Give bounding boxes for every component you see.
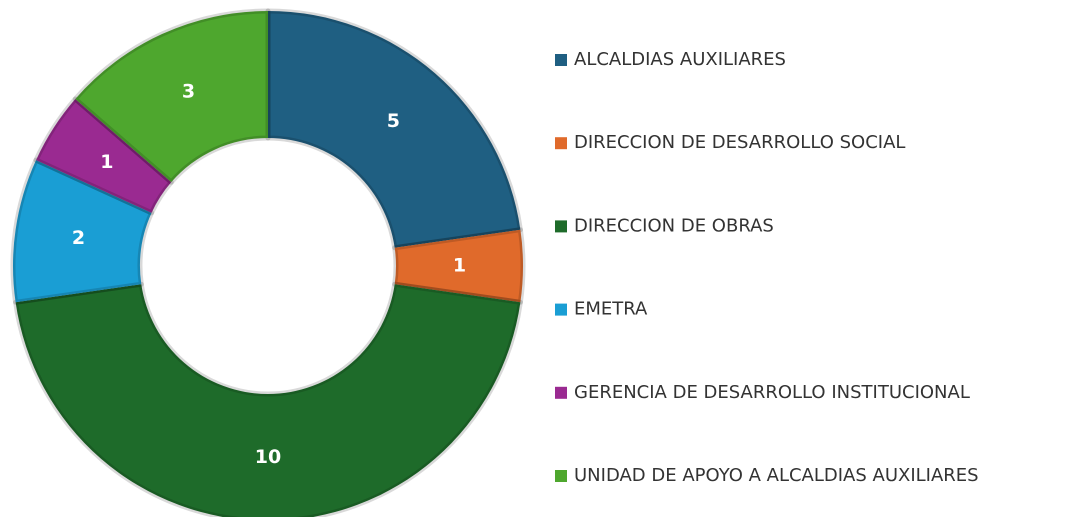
legend-swatch: [555, 220, 567, 233]
data-label: 5: [387, 110, 400, 132]
legend-label: DIRECCION DE DESARROLLO SOCIAL: [574, 132, 905, 153]
donut-segment: [265, 8, 523, 251]
data-label: 3: [182, 80, 195, 102]
legend-swatch: [555, 386, 567, 399]
data-label: 2: [72, 227, 85, 249]
donut-segment: [10, 157, 155, 305]
data-label: 10: [255, 446, 281, 468]
legend-label: UNIDAD DE APOYO A ALCALDIAS AUXILIARES: [574, 465, 979, 486]
donut-segment: [392, 227, 526, 305]
legend-label: EMETRA: [574, 299, 648, 320]
legend-swatch: [555, 470, 567, 482]
legend-label: ALCALDIAS AUXILIARES: [574, 49, 786, 70]
data-label: 1: [100, 151, 113, 173]
data-label: 1: [453, 255, 466, 277]
donut-segment: [72, 8, 271, 185]
legend-swatch: [555, 54, 567, 66]
legend-swatch: [555, 303, 567, 316]
legend-label: GERENCIA DE DESARROLLO INSTITUCIONAL: [574, 382, 970, 403]
legend-swatch: [555, 137, 567, 150]
donut-segment: [13, 281, 523, 517]
legend-label: DIRECCION DE OBRAS: [574, 215, 774, 236]
